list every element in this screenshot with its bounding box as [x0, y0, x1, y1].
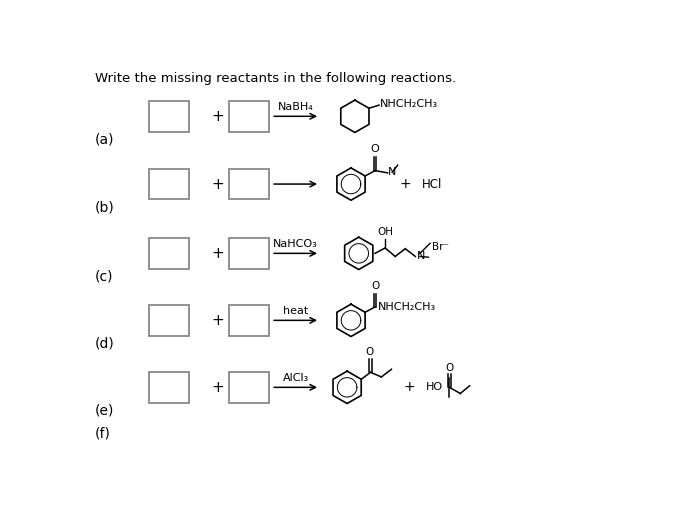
Bar — [148, 168, 189, 200]
Text: heat: heat — [283, 306, 308, 316]
Text: +: + — [211, 177, 224, 191]
Text: HCl: HCl — [422, 177, 442, 190]
Text: +: + — [211, 313, 224, 328]
Text: (f): (f) — [95, 426, 111, 440]
Bar — [228, 168, 269, 200]
Text: Write the missing reactants in the following reactions.: Write the missing reactants in the follo… — [95, 72, 456, 85]
Text: +: + — [403, 380, 415, 394]
Bar — [228, 305, 269, 336]
Text: (a): (a) — [95, 133, 115, 147]
Text: N: N — [417, 251, 425, 261]
Bar — [148, 305, 189, 336]
Text: NHCH₂CH₃: NHCH₂CH₃ — [380, 99, 438, 109]
Text: +: + — [400, 177, 411, 191]
Text: +: + — [211, 380, 224, 395]
Text: Br⁻: Br⁻ — [433, 242, 449, 252]
Bar — [148, 238, 189, 269]
Text: AlCl₃: AlCl₃ — [283, 373, 309, 383]
Text: NaHCO₃: NaHCO₃ — [273, 239, 318, 249]
Text: O: O — [445, 363, 454, 373]
Text: (e): (e) — [95, 404, 115, 418]
Text: (b): (b) — [95, 200, 115, 214]
Text: (c): (c) — [95, 269, 113, 283]
Bar — [228, 101, 269, 132]
Text: +: + — [211, 109, 224, 124]
Text: (d): (d) — [95, 336, 115, 350]
Text: NaBH₄: NaBH₄ — [278, 102, 314, 112]
Bar — [228, 372, 269, 402]
Text: N: N — [389, 167, 397, 177]
Bar — [148, 372, 189, 402]
Text: O: O — [371, 281, 379, 292]
Bar — [148, 101, 189, 132]
Text: O: O — [365, 347, 374, 357]
Text: HO: HO — [426, 382, 443, 392]
Text: NHCH₂CH₃: NHCH₂CH₃ — [378, 302, 436, 312]
Text: +: + — [211, 246, 224, 261]
Bar — [228, 238, 269, 269]
Text: OH: OH — [377, 227, 393, 237]
Text: O: O — [371, 145, 379, 154]
